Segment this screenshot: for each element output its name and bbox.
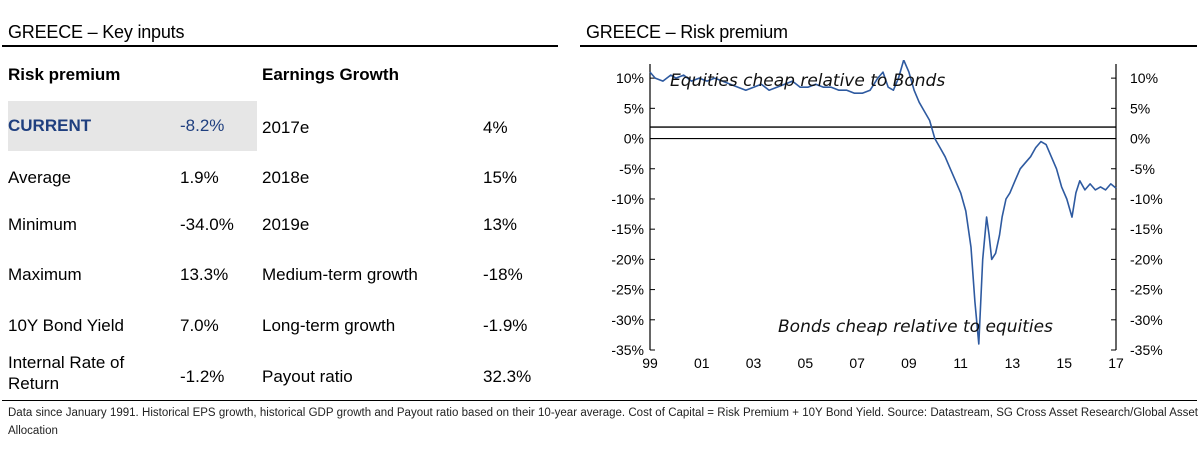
x-tick-label: 09	[901, 355, 917, 371]
y-tick-label-right: -5%	[1130, 161, 1155, 177]
growth-value-payout: 32.3%	[483, 367, 532, 386]
risk-value-maximum: 13.3%	[180, 265, 229, 284]
growth-label-long-term: Long-term growth	[262, 316, 396, 335]
y-tick-label-right: -30%	[1130, 312, 1163, 328]
footnote: Data since January 1991. Historical EPS …	[8, 407, 1198, 437]
y-tick-label-left: -10%	[611, 191, 644, 207]
x-tick-label: 17	[1108, 355, 1124, 371]
x-tick-label: 03	[746, 355, 762, 371]
risk-label-current: CURRENT	[8, 116, 92, 135]
y-tick-label-left: 5%	[624, 100, 644, 116]
y-tick-label-left: -25%	[611, 282, 644, 298]
risk-value-bond-yield: 7.0%	[180, 316, 219, 335]
risk-label-maximum: Maximum	[8, 265, 82, 284]
y-tick-label-right: -20%	[1130, 251, 1163, 267]
risk-label-average: Average	[8, 168, 72, 187]
y-tick-label-left: 0%	[624, 131, 644, 147]
y-tick-label-right: -15%	[1130, 221, 1163, 237]
x-tick-label: 11	[953, 355, 968, 371]
y-tick-label-right: -25%	[1130, 282, 1163, 298]
risk-value-average: 1.9%	[180, 168, 219, 187]
growth-value-2019e: 13%	[483, 215, 518, 234]
growth-label-medium-term: Medium-term growth	[262, 265, 418, 284]
growth-value-2017e: 4%	[483, 118, 508, 137]
risk-value-minimum: -34.0%	[180, 215, 234, 234]
growth-value-long-term: -1.9%	[483, 316, 528, 335]
x-tick-label: 13	[1005, 355, 1021, 371]
title-divider-right	[580, 45, 1197, 47]
chart-title: GREECE – Risk premium	[586, 22, 788, 42]
x-tick-label: 07	[849, 355, 865, 371]
growth-label-2018e: 2018e	[262, 168, 310, 187]
growth-label-2017e: 2017e	[262, 118, 310, 137]
y-tick-label-right: -10%	[1130, 191, 1163, 207]
growth-label-payout: Payout ratio	[262, 367, 353, 386]
risk-label-irr: Internal Rate of Return	[8, 353, 125, 393]
y-tick-label-left: -15%	[611, 221, 644, 237]
y-tick-label-right: -35%	[1130, 342, 1163, 358]
y-tick-label-right: 5%	[1130, 100, 1150, 116]
y-tick-label-right: 10%	[1130, 70, 1158, 86]
growth-label-2019e: 2019e	[262, 215, 310, 234]
y-tick-label-left: -20%	[611, 251, 644, 267]
risk-label-minimum: Minimum	[8, 215, 77, 234]
y-tick-label-left: 10%	[616, 70, 644, 86]
current-row-highlight	[8, 101, 257, 151]
x-tick-label: 05	[798, 355, 814, 371]
x-tick-label: 15	[1056, 355, 1072, 371]
y-tick-label-left: -5%	[619, 161, 644, 177]
risk-value-irr: -1.2%	[180, 367, 225, 386]
risk-premium-line	[649, 60, 1117, 345]
annotation-bonds-cheap: Bonds cheap relative to equities	[778, 317, 1053, 337]
key-inputs-title: GREECE – Key inputs	[8, 22, 185, 42]
y-tick-label-left: -35%	[611, 342, 644, 358]
y-tick-label-left: -30%	[611, 312, 644, 328]
risk-premium-chart: 10% 10% 5% 5% 0% 0% -5% -5% -10% -10% -15% -15% -20%…	[611, 60, 1163, 371]
annotation-equities-cheap: Equities cheap relative to Bonds	[670, 71, 945, 91]
risk-label-bond-yield: 10Y Bond Yield	[8, 316, 124, 335]
risk-value-current: -8.2%	[180, 116, 225, 135]
earnings-growth-header: Earnings Growth	[262, 65, 399, 84]
growth-value-2018e: 15%	[483, 168, 518, 187]
x-tick-label: 99	[642, 355, 658, 371]
risk-premium-header: Risk premium	[8, 65, 121, 84]
y-tick-label-right: 0%	[1130, 131, 1150, 147]
x-tick-label: 01	[694, 355, 710, 371]
title-divider-left	[2, 45, 558, 47]
growth-value-medium-term: -18%	[483, 265, 523, 284]
footnote-divider	[2, 400, 1197, 401]
